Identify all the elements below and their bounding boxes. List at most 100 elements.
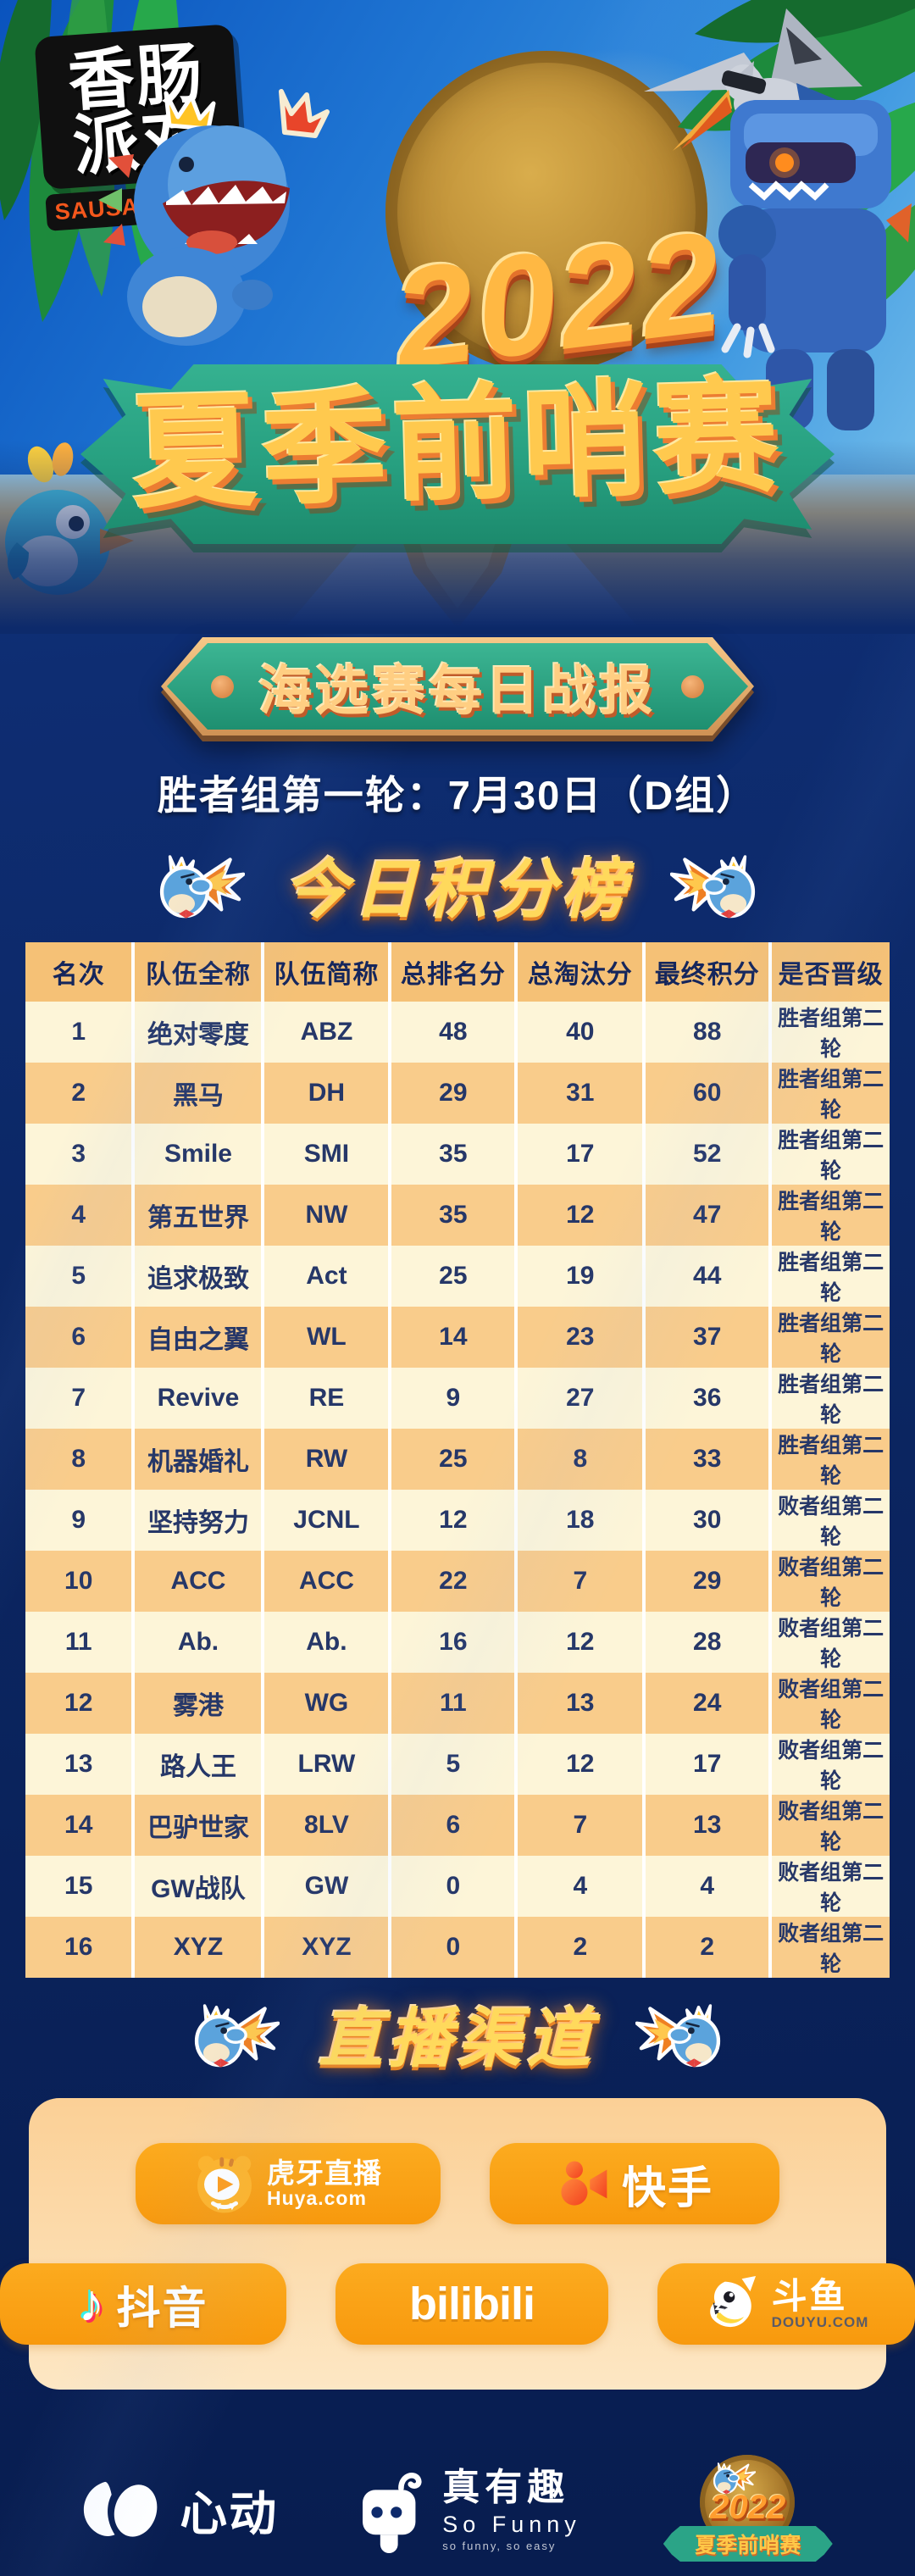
- cell-rank: 16: [25, 1917, 136, 1978]
- cell-placement: 9: [390, 1368, 518, 1429]
- cell-kills: 2: [516, 1917, 646, 1978]
- table-row: 10 ACC ACC 22 7 29 败者组第二轮: [25, 1551, 890, 1612]
- cell-advance: 败者组第二轮: [770, 1612, 890, 1673]
- cell-kills: 18: [516, 1490, 646, 1551]
- cell-abbr: RE: [263, 1368, 392, 1429]
- cell-placement: 25: [390, 1246, 518, 1307]
- huya-site: Huya.com: [267, 2187, 367, 2210]
- cell-placement: 11: [390, 1673, 518, 1734]
- badge-green-strip: 夏季前哨赛: [663, 2526, 833, 2562]
- cell-team: Smile: [133, 1124, 265, 1185]
- cell-kills: 7: [516, 1551, 646, 1612]
- douyu-button[interactable]: 斗鱼 DOUYU.COM: [657, 2263, 915, 2345]
- cell-placement: 0: [390, 1856, 518, 1917]
- score-table: 名次 队伍全称 队伍简称 总排名分 总淘汰分 最终积分 是否晋级 1 绝对零度 ABZ 48 40 8…: [25, 942, 890, 1978]
- table-row: 4 第五世界 NW 35 12 47 胜者组第二轮: [25, 1185, 890, 1246]
- table-row: 15 GW战队 GW 0 4 4 败者组第二轮: [25, 1856, 890, 1917]
- kuaishou-camera-icon: [561, 2161, 607, 2206]
- cell-kills: 40: [516, 1002, 646, 1063]
- column-header: 总排名分: [390, 942, 518, 1002]
- cell-abbr: GW: [263, 1856, 392, 1917]
- gold-dot-left-decoration: [211, 675, 234, 698]
- cell-placement: 25: [390, 1429, 518, 1490]
- cell-abbr: NW: [263, 1185, 392, 1246]
- sofunny-tagline: so funny, so easy: [442, 2539, 557, 2552]
- cell-advance: 胜者组第二轮: [770, 1063, 890, 1124]
- sofunny-en: So Funny: [442, 2511, 581, 2537]
- cell-team: 机器婚礼: [133, 1429, 265, 1490]
- scoreboard-body: 1 绝对零度 ABZ 48 40 88 胜者组第二轮 2 黑马 DH 29 31 60 胜者组第二轮 3 Sm…: [25, 1002, 890, 1978]
- douyin-note-icon: ♪: [78, 2274, 105, 2333]
- xindong-logo: 心动: [78, 2473, 278, 2546]
- cell-team: 自由之翼: [133, 1307, 265, 1368]
- cell-team: 路人王: [133, 1734, 265, 1795]
- cell-rank: 14: [25, 1795, 136, 1856]
- cell-advance: 败者组第二轮: [770, 1795, 890, 1856]
- cell-placement: 35: [390, 1124, 518, 1185]
- column-header: 队伍全称: [133, 942, 265, 1002]
- cell-total: 4: [644, 1856, 773, 1917]
- streams-section-title: 直播渠道: [319, 2003, 596, 2075]
- event-badge: 2022 夏季前哨赛: [659, 2455, 837, 2565]
- cell-advance: 胜者组第二轮: [770, 1307, 890, 1368]
- cell-kills: 12: [516, 1612, 646, 1673]
- cell-placement: 29: [390, 1063, 518, 1124]
- kuaishou-button[interactable]: 快手: [490, 2143, 779, 2224]
- xindong-heart-icon: [84, 2481, 158, 2537]
- cell-rank: 3: [25, 1124, 136, 1185]
- banner-green-face: 海选赛每日战报: [167, 643, 748, 730]
- huya-labels: 虎牙直播 Huya.com: [267, 2158, 382, 2210]
- cell-rank: 11: [25, 1612, 136, 1673]
- cell-abbr: ABZ: [263, 1002, 392, 1063]
- cell-team: ACC: [133, 1551, 265, 1612]
- table-row: 11 Ab. Ab. 16 12 28 败者组第二轮: [25, 1612, 890, 1673]
- cell-advance: 败者组第二轮: [770, 1856, 890, 1917]
- cell-kills: 27: [516, 1368, 646, 1429]
- table-row: 12 雾港 WG 11 13 24 败者组第二轮: [25, 1673, 890, 1734]
- cell-abbr: ACC: [263, 1551, 392, 1612]
- event-title: 夏季前哨赛: [129, 366, 786, 525]
- cell-team: 坚持努力: [133, 1490, 265, 1551]
- cell-rank: 10: [25, 1551, 136, 1612]
- huya-button[interactable]: 虎牙直播 Huya.com: [136, 2143, 441, 2224]
- cell-team: 黑马: [133, 1063, 265, 1124]
- scoreboard-section-title-row: 今日积分榜: [0, 837, 915, 930]
- douyu-name: 斗鱼: [771, 2276, 848, 2317]
- scoreboard-section-title: 今日积分榜: [284, 854, 631, 926]
- cell-advance: 胜者组第二轮: [770, 1429, 890, 1490]
- column-header: 名次: [25, 942, 136, 1002]
- cell-kills: 12: [516, 1734, 646, 1795]
- cell-total: 88: [644, 1002, 773, 1063]
- cell-team: 绝对零度: [133, 1002, 265, 1063]
- cell-kills: 31: [516, 1063, 646, 1124]
- cell-advance: 败者组第二轮: [770, 1734, 890, 1795]
- dino-mascot-icon: [191, 1992, 280, 2074]
- cell-total: 28: [644, 1612, 773, 1673]
- cell-team: XYZ: [133, 1917, 265, 1978]
- table-row: 1 绝对零度 ABZ 48 40 88 胜者组第二轮: [25, 1002, 890, 1063]
- cell-placement: 22: [390, 1551, 518, 1612]
- cell-total: 29: [644, 1551, 773, 1612]
- column-header: 队伍简称: [263, 942, 392, 1002]
- cell-placement: 12: [390, 1490, 518, 1551]
- table-row: 8 机器婚礼 RW 25 8 33 胜者组第二轮: [25, 1429, 890, 1490]
- event-title-banner: 夏季前哨赛: [80, 364, 835, 544]
- hero-header: 香肠 派对 SAUSAGE MAN: [0, 0, 915, 634]
- bilibili-button[interactable]: bilibili: [336, 2263, 608, 2345]
- douyin-button[interactable]: ♪ 抖音: [0, 2263, 286, 2345]
- cell-total: 60: [644, 1063, 773, 1124]
- streams-row-1: 虎牙直播 Huya.com 快手: [136, 2143, 779, 2224]
- cell-kills: 12: [516, 1185, 646, 1246]
- badge-title: 夏季前哨赛: [695, 2534, 801, 2557]
- cell-total: 2: [644, 1917, 773, 1978]
- table-row: 3 Smile SMI 35 17 52 胜者组第二轮: [25, 1124, 890, 1185]
- daily-report-banner: 海选赛每日战报: [161, 637, 754, 736]
- douyu-shark-icon: [709, 2276, 756, 2328]
- cell-advance: 败者组第二轮: [770, 1551, 890, 1612]
- cell-rank: 12: [25, 1673, 136, 1734]
- cell-abbr: 8LV: [263, 1795, 392, 1856]
- dino-mascot-icon: [157, 843, 245, 924]
- cell-abbr: WL: [263, 1307, 392, 1368]
- cell-kills: 7: [516, 1795, 646, 1856]
- gold-medal-decoration: [385, 51, 707, 373]
